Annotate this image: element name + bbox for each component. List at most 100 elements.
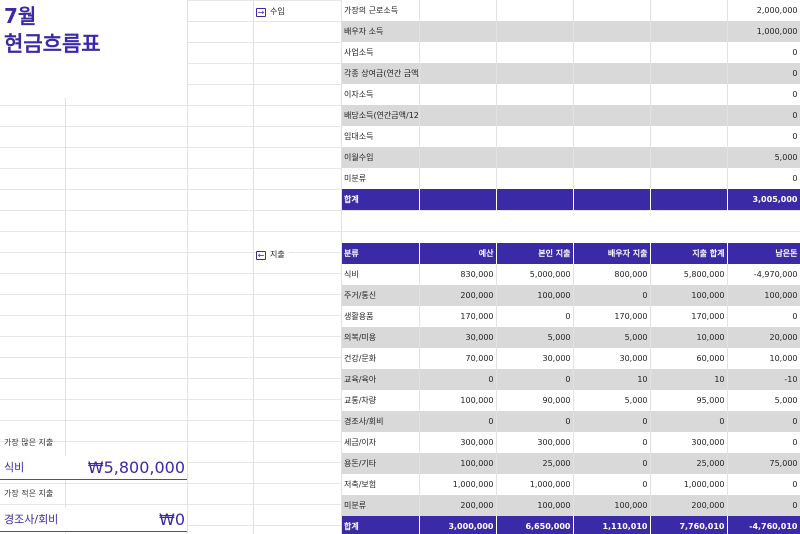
expense-total-value: 7,760,010 (650, 516, 728, 534)
column-header[interactable]: 본인 지출 (496, 243, 574, 264)
empty-cell (496, 84, 574, 105)
sign-out-icon: ← (256, 250, 266, 260)
empty-cell (650, 147, 728, 168)
column-header[interactable]: 남은돈 (727, 243, 800, 264)
empty-cell (573, 21, 651, 42)
empty-cell (573, 147, 651, 168)
expense-row[interactable]: 교통/차량 100,000 90,000 5,000 95,000 5,000 (342, 390, 800, 411)
column-header[interactable]: 지출 합계 (650, 243, 728, 264)
most-spent-row[interactable]: 식비 ₩5,800,000 (0, 456, 187, 480)
expense-table: 분류 예산 본인 지출 배우자 지출 지출 합계 남은돈 식비 830,000 5,000,00… (342, 243, 800, 534)
expense-value: 300,000 (419, 432, 497, 453)
most-spent-label: 가장 많은 지출 (4, 438, 54, 447)
income-category: 임대소득 (342, 126, 420, 147)
column-header[interactable]: 분류 (342, 243, 420, 264)
expense-row[interactable]: 교육/육아 0 0 10 10 -10 (342, 369, 800, 390)
expense-value: 5,000 (727, 390, 800, 411)
income-total-row: 합계 3,005,000 (342, 189, 800, 210)
expense-value: 100,000 (419, 390, 497, 411)
expense-category: 용돈/기타 (342, 453, 420, 474)
income-row[interactable]: 배당소득(연간금액/12) 0 (342, 105, 800, 126)
income-value: 0 (727, 105, 800, 126)
income-row[interactable]: 이자소득 0 (342, 84, 800, 105)
income-row[interactable]: 미분류 0 (342, 168, 800, 189)
empty-cell (650, 168, 728, 189)
expense-value: 0 (727, 432, 800, 453)
expense-value: 200,000 (650, 495, 728, 516)
empty-cell (496, 168, 574, 189)
empty-cell (650, 126, 728, 147)
expense-value: 10,000 (727, 348, 800, 369)
expense-value: 100,000 (419, 453, 497, 474)
expense-row[interactable]: 용돈/기타 100,000 25,000 0 25,000 75,000 (342, 453, 800, 474)
expense-value: 30,000 (573, 348, 651, 369)
expense-value: 70,000 (419, 348, 497, 369)
expense-value: 1,000,000 (419, 474, 497, 495)
expense-value: 5,000 (573, 390, 651, 411)
income-category: 미분류 (342, 168, 420, 189)
expense-category: 미분류 (342, 495, 420, 516)
income-row[interactable]: 임대소득 0 (342, 126, 800, 147)
empty-cell (573, 0, 651, 21)
expense-value: 30,000 (496, 348, 574, 369)
expense-row[interactable]: 저축/보험 1,000,000 1,000,000 0 1,000,000 0 (342, 474, 800, 495)
expense-row[interactable]: 경조사/회비 0 0 0 0 0 (342, 411, 800, 432)
income-category: 배우자 소득 (342, 21, 420, 42)
least-spent-value: ₩0 (159, 510, 185, 529)
expense-row[interactable]: 의복/미용 30,000 5,000 5,000 10,000 20,000 (342, 327, 800, 348)
grid-column-line (253, 0, 254, 534)
expense-value: 0 (727, 411, 800, 432)
empty-cell (496, 21, 574, 42)
empty-cell (496, 0, 574, 21)
expense-category: 세금/이자 (342, 432, 420, 453)
expense-category: 저축/보험 (342, 474, 420, 495)
empty-cell (573, 84, 651, 105)
expense-row[interactable]: 건강/문화 70,000 30,000 30,000 60,000 10,000 (342, 348, 800, 369)
expense-value: 200,000 (419, 285, 497, 306)
expense-value: 10 (650, 369, 728, 390)
income-row[interactable]: 각종 상여금(연간 금액/12) 0 (342, 63, 800, 84)
expense-total-label: 합계 (342, 516, 420, 534)
expense-row[interactable]: 세금/이자 300,000 300,000 0 300,000 0 (342, 432, 800, 453)
expense-value: 1,000,000 (650, 474, 728, 495)
empty-cell (650, 42, 728, 63)
month-title: 7월 (4, 4, 37, 28)
least-spent-category: 경조사/회비 (4, 513, 59, 526)
empty-cell (573, 168, 651, 189)
expense-row[interactable]: 주거/통신 200,000 100,000 0 100,000 100,000 (342, 285, 800, 306)
empty-cell (573, 126, 651, 147)
title-area: 7월 현금흐름표 (0, 0, 187, 98)
expense-value: 0 (573, 453, 651, 474)
income-row[interactable]: 사업소득 0 (342, 42, 800, 63)
income-value: 0 (727, 126, 800, 147)
grid-column-line (341, 0, 342, 534)
least-spent-row[interactable]: 경조사/회비 ₩0 (0, 508, 187, 532)
expense-total-value: -4,760,010 (727, 516, 800, 534)
income-category: 가장의 근로소득 (342, 0, 420, 21)
column-header[interactable]: 배우자 지출 (573, 243, 651, 264)
expense-row[interactable]: 미분류 200,000 100,000 100,000 200,000 0 (342, 495, 800, 516)
income-row[interactable]: 배우자 소득 1,000,000 (342, 21, 800, 42)
empty-cell (496, 126, 574, 147)
income-value: 0 (727, 84, 800, 105)
column-header[interactable]: 예산 (419, 243, 497, 264)
expense-category: 건강/문화 (342, 348, 420, 369)
income-category: 각종 상여금(연간 금액/12) (342, 63, 420, 84)
expense-category: 교통/차량 (342, 390, 420, 411)
expense-header-row: 분류 예산 본인 지출 배우자 지출 지출 합계 남은돈 (342, 243, 800, 264)
income-row[interactable]: 이월수입 5,000 (342, 147, 800, 168)
expense-value: 25,000 (650, 453, 728, 474)
expense-value: 100,000 (573, 495, 651, 516)
expense-value: 800,000 (573, 264, 651, 285)
expense-value: 0 (496, 369, 574, 390)
income-row[interactable]: 가장의 근로소득 2,000,000 (342, 0, 800, 21)
income-category: 이자소득 (342, 84, 420, 105)
income-category: 사업소득 (342, 42, 420, 63)
expense-row[interactable]: 생활용품 170,000 0 170,000 170,000 0 (342, 306, 800, 327)
income-total-label: 합계 (342, 189, 420, 210)
empty-cell (419, 63, 497, 84)
expense-value: 830,000 (419, 264, 497, 285)
expense-row[interactable]: 식비 830,000 5,000,000 800,000 5,800,000 -4,970… (342, 264, 800, 285)
income-label-text: 수입 (270, 7, 285, 16)
expense-category: 주거/통신 (342, 285, 420, 306)
